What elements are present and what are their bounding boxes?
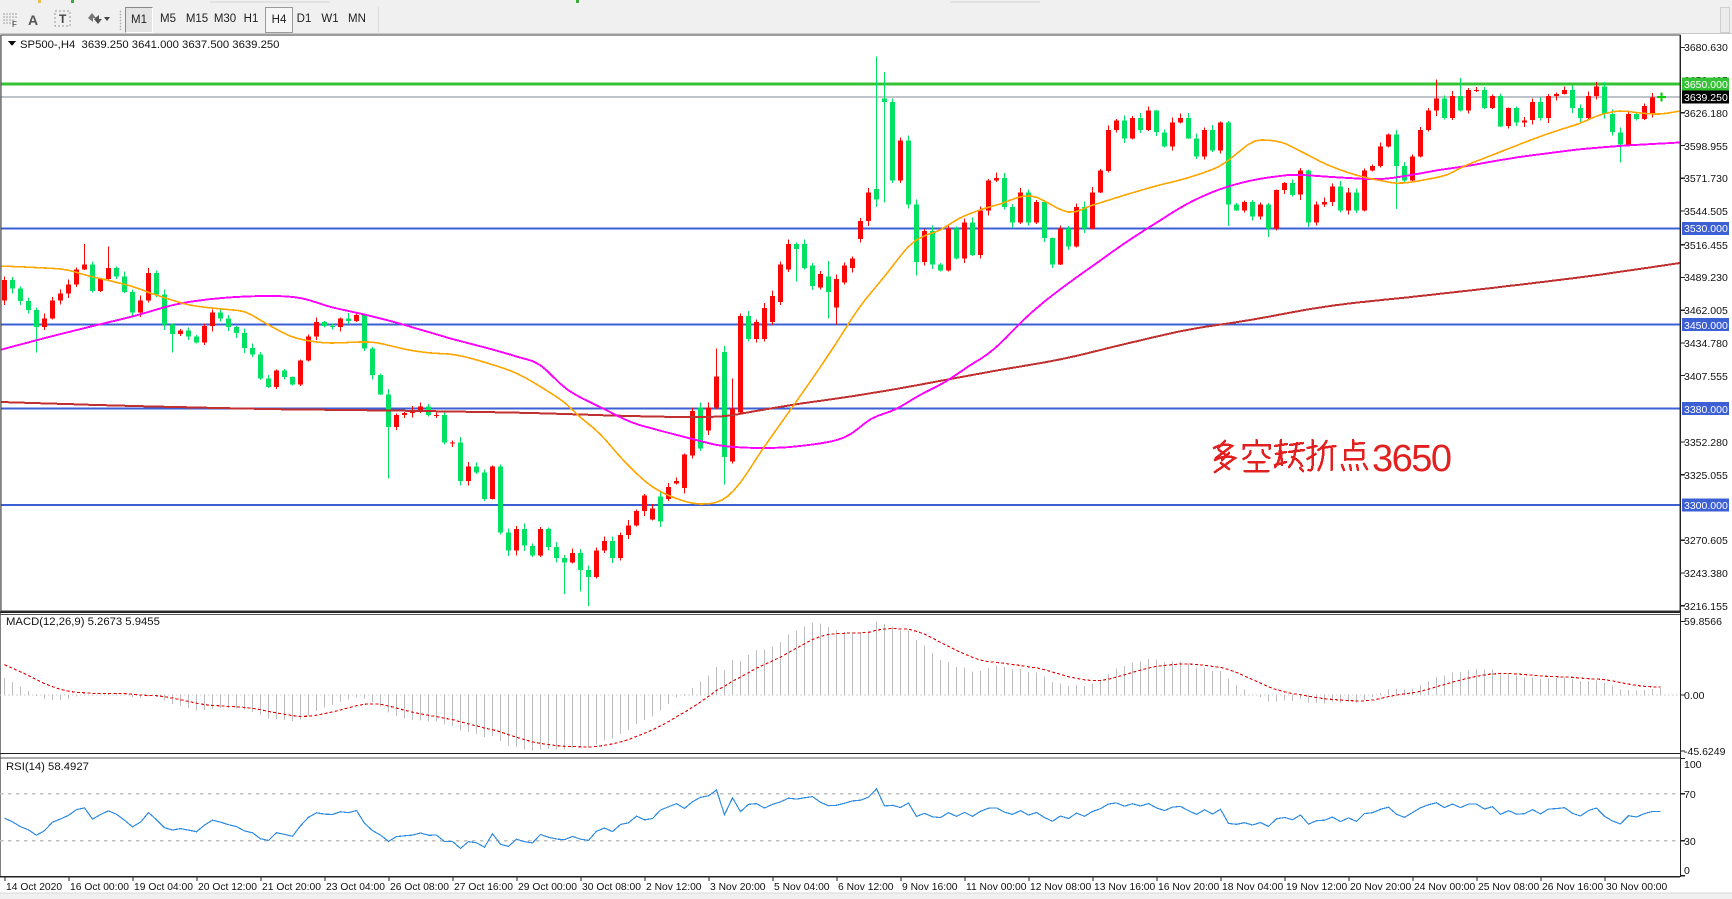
svg-text:-45.6249: -45.6249: [1684, 746, 1726, 758]
svg-text:59.8566: 59.8566: [1684, 616, 1722, 628]
svg-text:3352.280: 3352.280: [1684, 437, 1728, 449]
svg-text:16 Nov 20:00: 16 Nov 20:00: [1158, 882, 1220, 893]
svg-text:19 Oct 04:00: 19 Oct 04:00: [134, 882, 193, 893]
svg-text:F: F: [12, 20, 17, 28]
svg-text:3639.250: 3639.250: [1684, 92, 1728, 104]
svg-text:26 Oct 08:00: 26 Oct 08:00: [390, 882, 449, 893]
svg-text:6 Nov 12:00: 6 Nov 12:00: [838, 882, 894, 893]
svg-text:9 Nov 16:00: 9 Nov 16:00: [902, 882, 958, 893]
svg-text:30 Nov 00:00: 30 Nov 00:00: [1606, 882, 1668, 893]
svg-text:3407.555: 3407.555: [1684, 371, 1728, 383]
svg-text:0: 0: [1684, 865, 1690, 877]
svg-text:14 Oct 2020: 14 Oct 2020: [6, 882, 62, 893]
svg-text:SP500-,H4 3639.250 3641.000 3: SP500-,H4 3639.250 3641.000 3637.500 363…: [20, 39, 279, 51]
svg-text:3530.000: 3530.000: [1684, 223, 1728, 235]
svg-text:20 Oct 12:00: 20 Oct 12:00: [198, 882, 257, 893]
svg-text:3571.730: 3571.730: [1684, 173, 1728, 185]
svg-text:29 Oct 00:00: 29 Oct 00:00: [518, 882, 577, 893]
svg-text:3434.780: 3434.780: [1684, 338, 1728, 350]
svg-text:3650.000: 3650.000: [1684, 79, 1728, 91]
svg-text:12 Nov 08:00: 12 Nov 08:00: [1030, 882, 1092, 893]
svg-text:26 Nov 16:00: 26 Nov 16:00: [1542, 882, 1604, 893]
svg-text:3216.155: 3216.155: [1684, 601, 1728, 613]
svg-text:19 Nov 12:00: 19 Nov 12:00: [1286, 882, 1348, 893]
svg-text:3516.455: 3516.455: [1684, 240, 1728, 252]
svg-text:3 Nov 20:00: 3 Nov 20:00: [710, 882, 766, 893]
svg-text:5 Nov 04:00: 5 Nov 04:00: [774, 882, 830, 893]
svg-text:25 Nov 08:00: 25 Nov 08:00: [1478, 882, 1540, 893]
svg-text:21 Oct 20:00: 21 Oct 20:00: [262, 882, 321, 893]
svg-text:70: 70: [1684, 789, 1696, 801]
svg-text:11 Nov 00:00: 11 Nov 00:00: [966, 882, 1027, 893]
svg-text:24 Nov 00:00: 24 Nov 00:00: [1414, 882, 1476, 893]
svg-text:3300.000: 3300.000: [1684, 500, 1728, 512]
svg-text:13 Nov 16:00: 13 Nov 16:00: [1094, 882, 1156, 893]
svg-text:100: 100: [1684, 759, 1702, 771]
svg-text:30 Oct 08:00: 30 Oct 08:00: [582, 882, 641, 893]
svg-text:3450.000: 3450.000: [1684, 320, 1728, 332]
svg-text:0.00: 0.00: [1684, 690, 1705, 702]
svg-text:20 Nov 20:00: 20 Nov 20:00: [1350, 882, 1412, 893]
svg-text:16 Oct 00:00: 16 Oct 00:00: [70, 882, 129, 893]
svg-text:3598.955: 3598.955: [1684, 141, 1728, 153]
svg-text:3380.000: 3380.000: [1684, 404, 1728, 416]
svg-text:3626.180: 3626.180: [1684, 108, 1728, 120]
svg-text:3489.230: 3489.230: [1684, 272, 1728, 284]
svg-text:3325.055: 3325.055: [1684, 470, 1728, 482]
svg-text:T: T: [59, 12, 67, 26]
svg-text:3270.605: 3270.605: [1684, 535, 1728, 547]
svg-text:23 Oct 04:00: 23 Oct 04:00: [326, 882, 385, 893]
svg-text:3243.380: 3243.380: [1684, 568, 1728, 580]
svg-text:2 Nov 12:00: 2 Nov 12:00: [646, 882, 702, 893]
svg-text:3462.005: 3462.005: [1684, 305, 1728, 317]
svg-text:RSI(14) 58.4927: RSI(14) 58.4927: [6, 761, 89, 773]
svg-text:3544.505: 3544.505: [1684, 206, 1728, 218]
svg-text:30: 30: [1684, 836, 1696, 848]
svg-text:27 Oct 16:00: 27 Oct 16:00: [454, 882, 513, 893]
svg-text:MACD(12,26,9) 5.2673 5.9455: MACD(12,26,9) 5.2673 5.9455: [6, 616, 160, 628]
svg-text:3650: 3650: [1372, 438, 1451, 480]
svg-text:18 Nov 04:00: 18 Nov 04:00: [1222, 882, 1284, 893]
svg-text:3680.630: 3680.630: [1684, 42, 1728, 54]
